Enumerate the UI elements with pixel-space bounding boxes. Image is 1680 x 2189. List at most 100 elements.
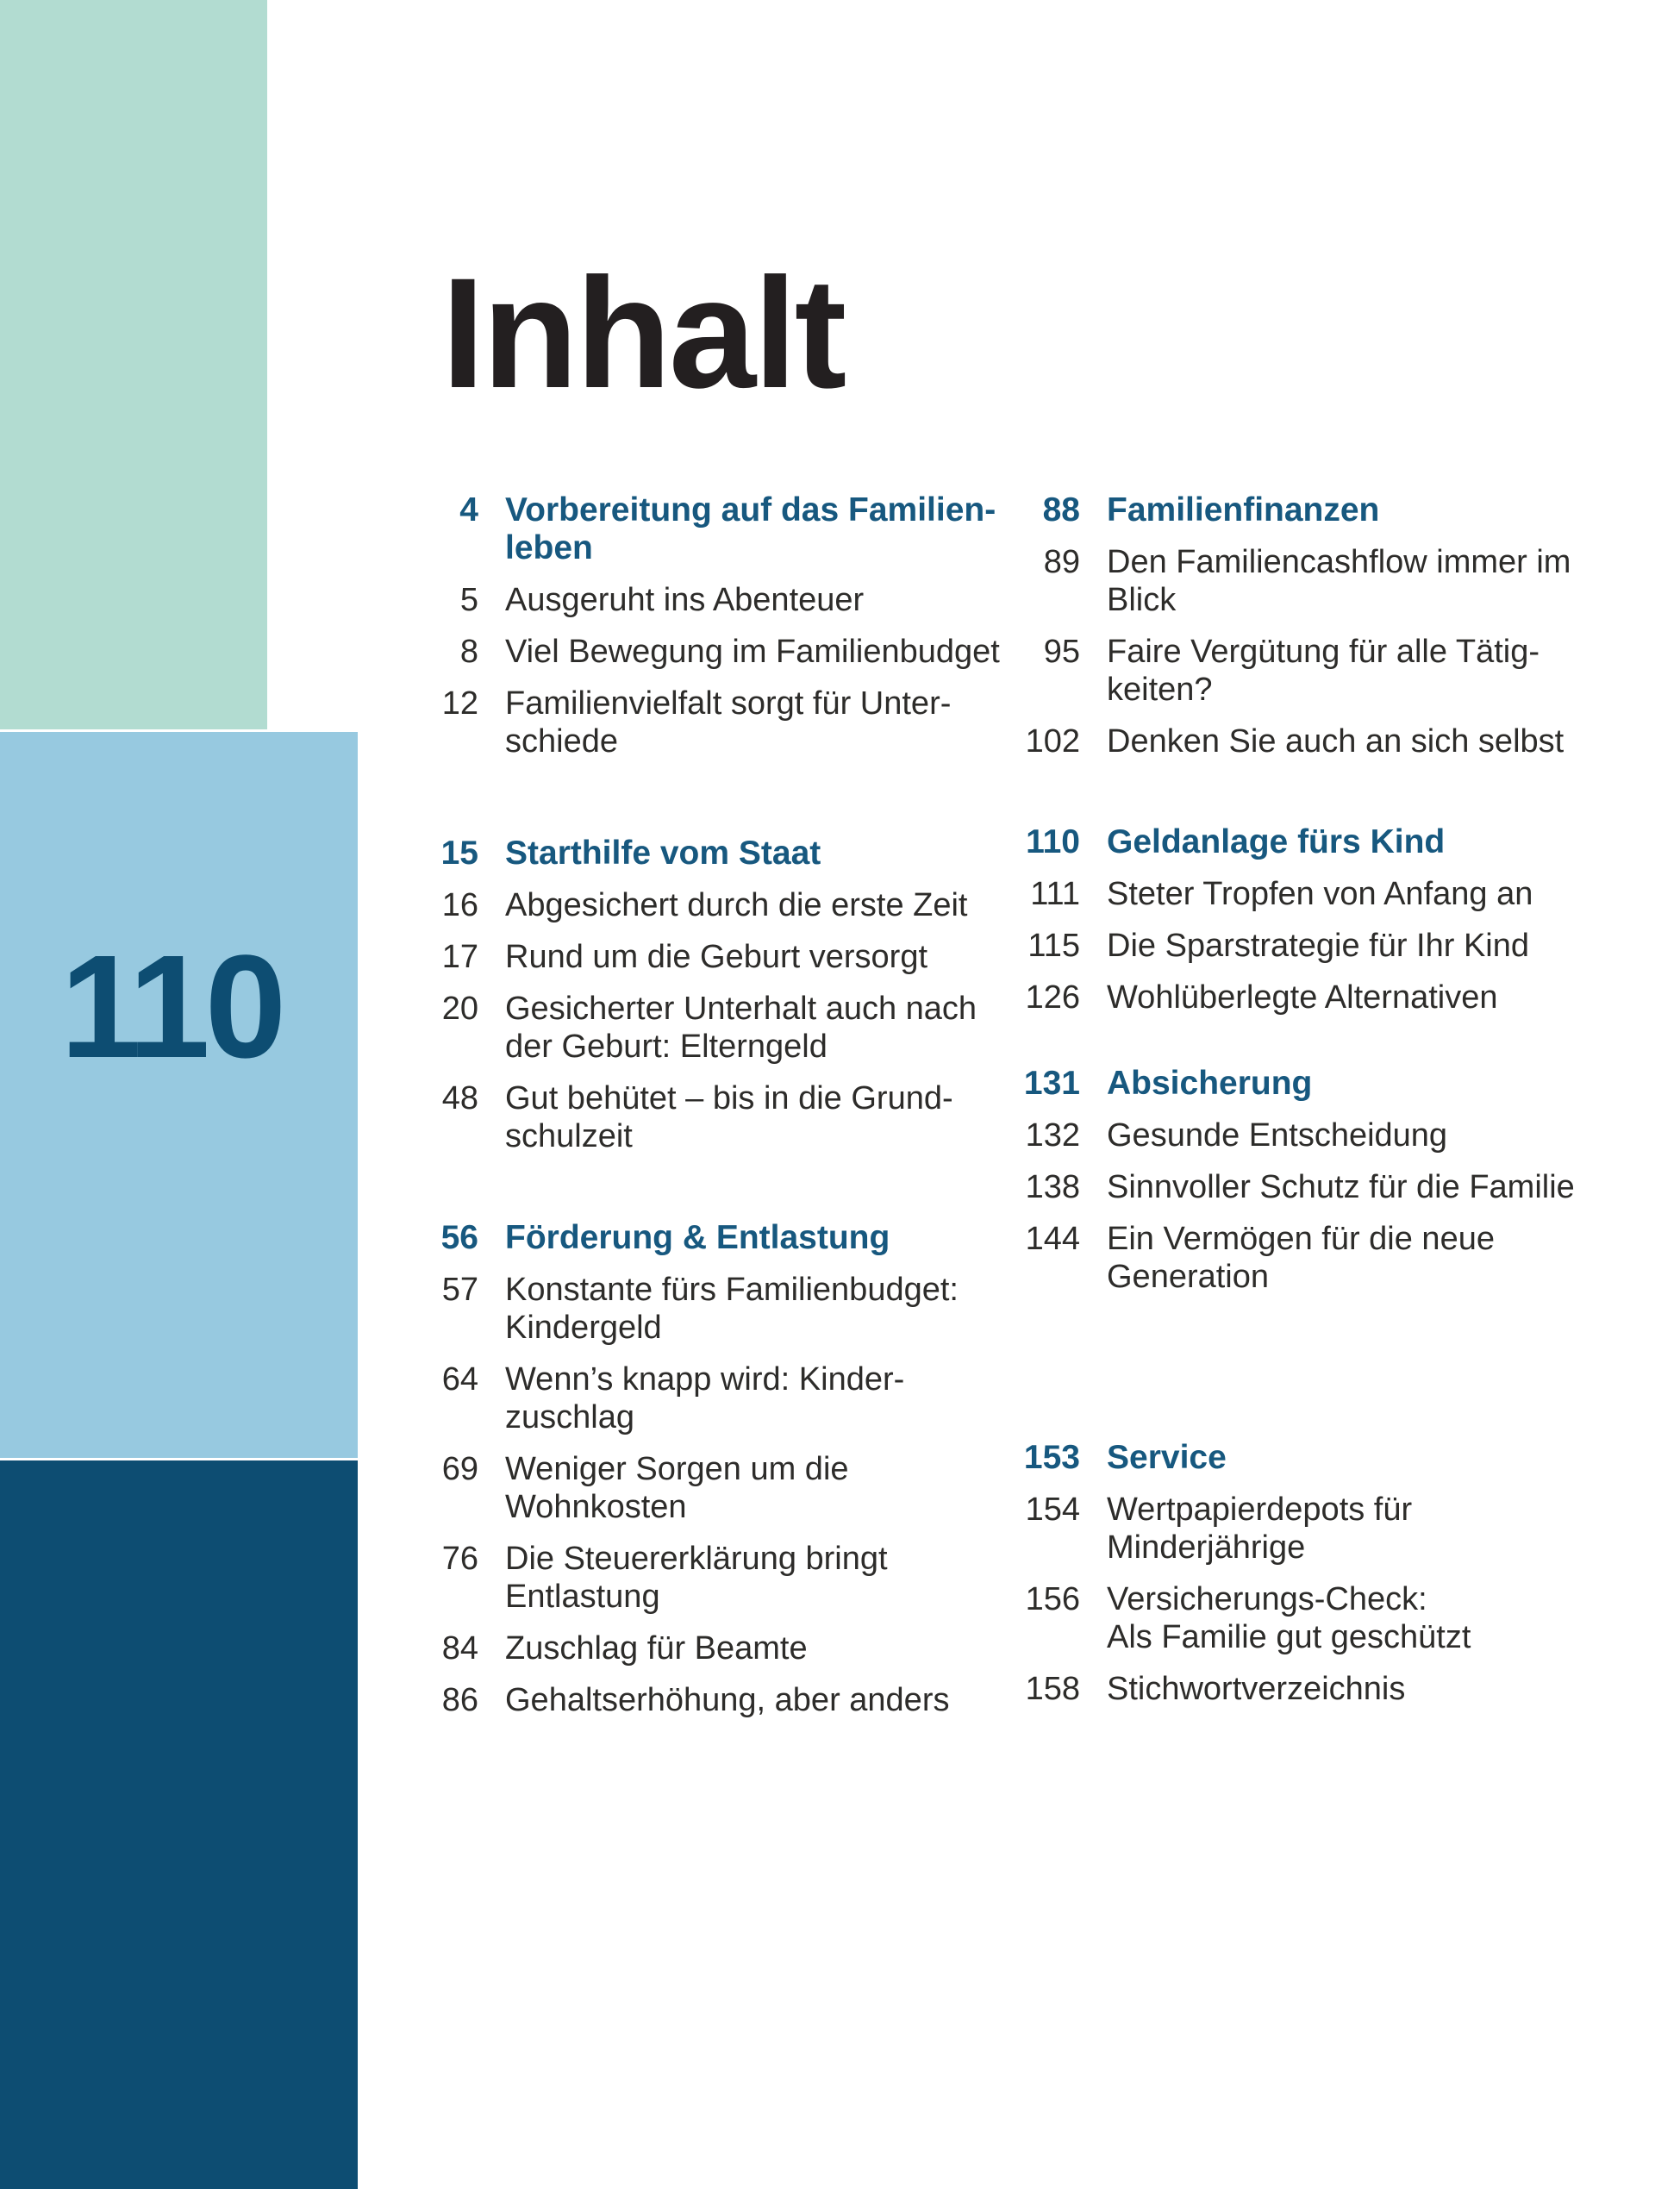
toc-entry: 154 Wertpapierdepots für Minderjährige [1015,1491,1661,1567]
page-title: Inhalt [441,245,846,421]
entry-page-number: 138 [1025,1169,1080,1205]
toc-section-header: 110 Geldanlage fürs Kind [1015,823,1661,861]
toc-section-absicherung: 131 Absicherung 132 Gesunde Entscheidung… [1015,1065,1661,1296]
toc-entry: 69 Weniger Sorgen um die Wohnkosten [413,1450,1051,1526]
toc-entry: 64 Wenn’s knapp wird: Kinder- zuschlag [413,1360,1051,1436]
toc-entry: 86 Gehaltserhöhung, aber anders [413,1681,1051,1719]
toc-section-geldanlage: 110 Geldanlage fürs Kind 111 Steter Trop… [1015,823,1661,1016]
entry-page-number: 64 [441,1361,478,1398]
entry-title: Konstante fürs Familienbudget: Kindergel… [505,1272,959,1346]
toc-section-header: 4 Vorbereitung auf das Familien- leben [413,491,1051,567]
entry-title: Ausgeruht ins Abenteuer [505,582,865,618]
toc-entry: 158 Stichwortverzeichnis [1015,1670,1661,1708]
entry-page-number: 84 [441,1630,478,1667]
section-page-number: 4 [459,491,478,528]
sidebar-block-green [0,0,267,729]
section-title: Geldanlage fürs Kind [1107,823,1446,860]
toc-section-foerderung: 56 Förderung & Entlastung 57 Konstante f… [413,1219,1051,1719]
toc-section-header: 131 Absicherung [1015,1065,1661,1103]
entry-title: Weniger Sorgen um die Wohnkosten [505,1451,849,1525]
entry-page-number: 57 [441,1272,478,1308]
toc-entry: 115 Die Sparstrategie für Ihr Kind [1015,927,1661,965]
toc-section-header: 56 Förderung & Entlastung [413,1219,1051,1257]
toc-section-familienfinanzen: 88 Familienfinanzen 89 Den Familiencashf… [1015,491,1661,760]
section-title: Förderung & Entlastung [505,1219,890,1256]
sidebar-block-lightblue [0,732,358,1458]
entry-title: Denken Sie auch an sich selbst [1107,723,1564,760]
entry-title: Den Familiencashflow immer im Blick [1107,544,1571,618]
chapter-page-badge: 110 [60,925,286,1089]
entry-title: Gesicherter Unterhalt auch nach der Gebu… [505,991,977,1065]
entry-page-number: 132 [1025,1117,1080,1154]
entry-title: Gesunde Entscheidung [1107,1117,1448,1154]
section-title: Familienfinanzen [1107,491,1380,528]
entry-title: Sinnvoller Schutz für die Familie [1107,1169,1575,1205]
section-page-number: 15 [440,835,478,872]
toc-entry: 16 Abgesichert durch die erste Zeit [413,886,1051,924]
toc-column-right: 88 Familienfinanzen 89 Den Familiencashf… [1015,491,1661,1708]
section-title: Starthilfe vom Staat [505,835,821,872]
toc-entry: 111 Steter Tropfen von Anfang an [1015,875,1661,913]
entry-page-number: 115 [1027,928,1080,964]
toc-section-service: 153 Service 154 Wertpapierdepots für Min… [1015,1439,1661,1708]
entry-title: Zuschlag für Beamte [505,1630,808,1667]
entry-title: Die Steuererklärung bringt Entlastung [505,1541,888,1615]
toc-entry: 20 Gesicherter Unterhalt auch nach der G… [413,990,1051,1066]
toc-entry: 132 Gesunde Entscheidung [1015,1116,1661,1154]
entry-page-number: 156 [1025,1581,1080,1617]
entry-title: Viel Bewegung im Familienbudget [505,634,1000,670]
section-page-number: 131 [1023,1065,1080,1102]
entry-title: Gehaltserhöhung, aber anders [505,1682,950,1718]
entry-page-number: 154 [1025,1492,1080,1528]
entry-page-number: 102 [1025,723,1080,760]
toc-entry: 5 Ausgeruht ins Abenteuer [413,581,1051,619]
entry-page-number: 48 [441,1080,478,1116]
entry-title: Die Sparstrategie für Ihr Kind [1107,928,1530,964]
entry-page-number: 17 [441,939,478,975]
entry-title: Familienvielfalt sorgt für Unter- schied… [505,685,952,760]
entry-title: Wohlüberlegte Alternativen [1107,979,1498,1016]
toc-entry: 138 Sinnvoller Schutz für die Familie [1015,1168,1661,1206]
toc-section-header: 88 Familienfinanzen [1015,491,1661,529]
toc-entry: 8 Viel Bewegung im Familienbudget [413,633,1051,671]
toc-entry: 76 Die Steuererklärung bringt Entlastung [413,1540,1051,1616]
toc-section-vorbereitung: 4 Vorbereitung auf das Familien- leben 5… [413,491,1051,760]
entry-page-number: 12 [441,685,478,722]
toc-entry: 144 Ein Vermögen für die neue Generation [1015,1220,1661,1296]
toc-section-header: 15 Starthilfe vom Staat [413,835,1051,872]
entry-title: Abgesichert durch die erste Zeit [505,887,968,923]
entry-page-number: 89 [1043,544,1080,580]
entry-page-number: 5 [459,582,478,618]
entry-title: Wertpapierdepots für Minderjährige [1107,1492,1413,1566]
toc-entry: 102 Denken Sie auch an sich selbst [1015,722,1661,760]
toc-entry: 126 Wohlüberlegte Alternativen [1015,979,1661,1016]
toc-column-left: 4 Vorbereitung auf das Familien- leben 5… [413,491,1051,1719]
toc-entry: 57 Konstante fürs Familienbudget: Kinder… [413,1271,1051,1347]
toc-entry: 48 Gut behütet – bis in die Grund- schul… [413,1079,1051,1155]
toc-section-header: 153 Service [1015,1439,1661,1477]
toc-entry: 156 Versicherungs-Check: Als Familie gut… [1015,1580,1661,1656]
entry-title: Steter Tropfen von Anfang an [1107,876,1533,912]
section-page-number: 153 [1023,1439,1080,1476]
toc-entry: 95 Faire Vergütung für alle Tätig- keite… [1015,633,1661,709]
section-page-number: 56 [440,1219,478,1256]
toc-entry: 84 Zuschlag für Beamte [413,1629,1051,1667]
entry-page-number: 8 [459,634,478,670]
toc-section-starthilfe: 15 Starthilfe vom Staat 16 Abgesichert d… [413,835,1051,1155]
entry-page-number: 69 [441,1451,478,1487]
section-page-number: 88 [1042,491,1080,528]
section-title: Absicherung [1107,1065,1313,1102]
section-page-number: 110 [1026,823,1080,860]
toc-entry: 17 Rund um die Geburt versorgt [413,938,1051,976]
section-title: Vorbereitung auf das Familien- leben [505,491,996,566]
entry-page-number: 95 [1043,634,1080,670]
entry-page-number: 20 [441,991,478,1027]
entry-title: Wenn’s knapp wird: Kinder- zuschlag [505,1361,905,1435]
entry-title: Versicherungs-Check: Als Familie gut ges… [1107,1581,1471,1655]
entry-page-number: 126 [1025,979,1080,1016]
section-title: Service [1107,1439,1227,1476]
entry-title: Gut behütet – bis in die Grund- schulzei… [505,1080,953,1154]
entry-title: Stichwortverzeichnis [1107,1671,1406,1707]
toc-entry: 12 Familienvielfalt sorgt für Unter- sch… [413,685,1051,760]
